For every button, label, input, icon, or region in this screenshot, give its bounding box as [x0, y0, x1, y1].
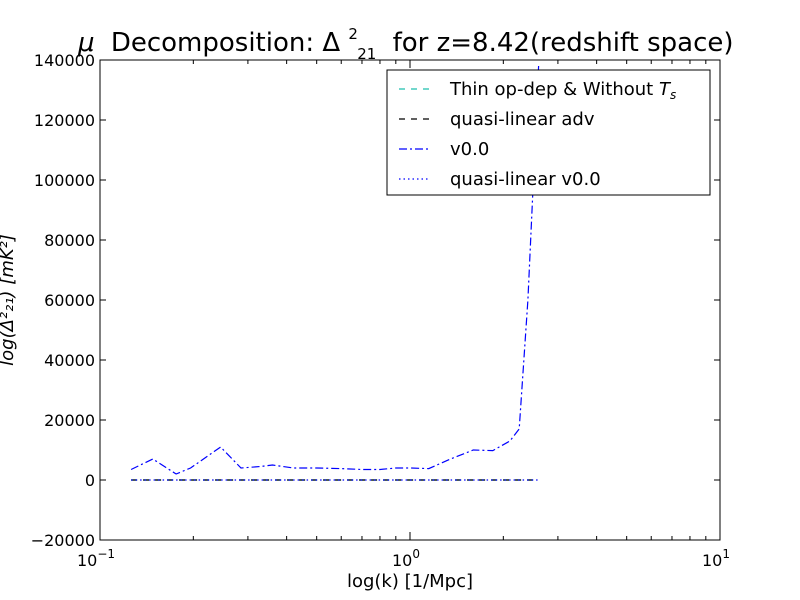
legend-label-1: quasi-linear adv	[450, 109, 595, 130]
y-tick-label: 120000	[34, 111, 95, 130]
y-tick-label: 100000	[34, 171, 95, 190]
x-axis-label: log(k) [1/Mpc]	[347, 571, 473, 592]
legend-label-0: Thin op-dep & Without Ts	[449, 79, 676, 102]
y-tick-label: 40000	[44, 351, 95, 370]
title-main: Decomposition: Δ	[111, 28, 341, 58]
title-sub: 21	[357, 45, 376, 63]
title-mu: μ	[77, 28, 95, 58]
series-line-2	[130, 65, 540, 475]
legend-label-2: v0.0	[450, 139, 489, 160]
x-tick-label: 100	[392, 547, 420, 570]
axis-ticks: −20000 0 20000 40000 60000 80000 100000 120000 1…	[31, 51, 730, 570]
legend: Thin op-dep & Without Ts quasi-linear adv…	[386, 69, 711, 196]
y-tick-label: 80000	[44, 231, 95, 250]
series-group	[130, 65, 540, 481]
y-tick-label: 0	[85, 471, 95, 490]
legend-box	[386, 69, 711, 196]
y-tick-label: 60000	[44, 291, 95, 310]
chart-title: μ Decomposition: Δ 2 21 for z=8.42(redsh…	[77, 16, 734, 66]
y-tick-label: 140000	[34, 51, 95, 70]
x-tick-label: 10−1	[77, 547, 115, 570]
y-tick-label: 20000	[44, 411, 95, 430]
title-sup: 2	[348, 25, 358, 43]
x-tick-label: 101	[702, 547, 730, 570]
title-suffix: for z=8.42(redshift space)	[393, 28, 734, 58]
y-tick-label: −20000	[31, 531, 95, 550]
y-axis-label: log(Δ²₂₁) [mK²]	[0, 234, 18, 366]
legend-label-3: quasi-linear v0.0	[450, 169, 601, 190]
